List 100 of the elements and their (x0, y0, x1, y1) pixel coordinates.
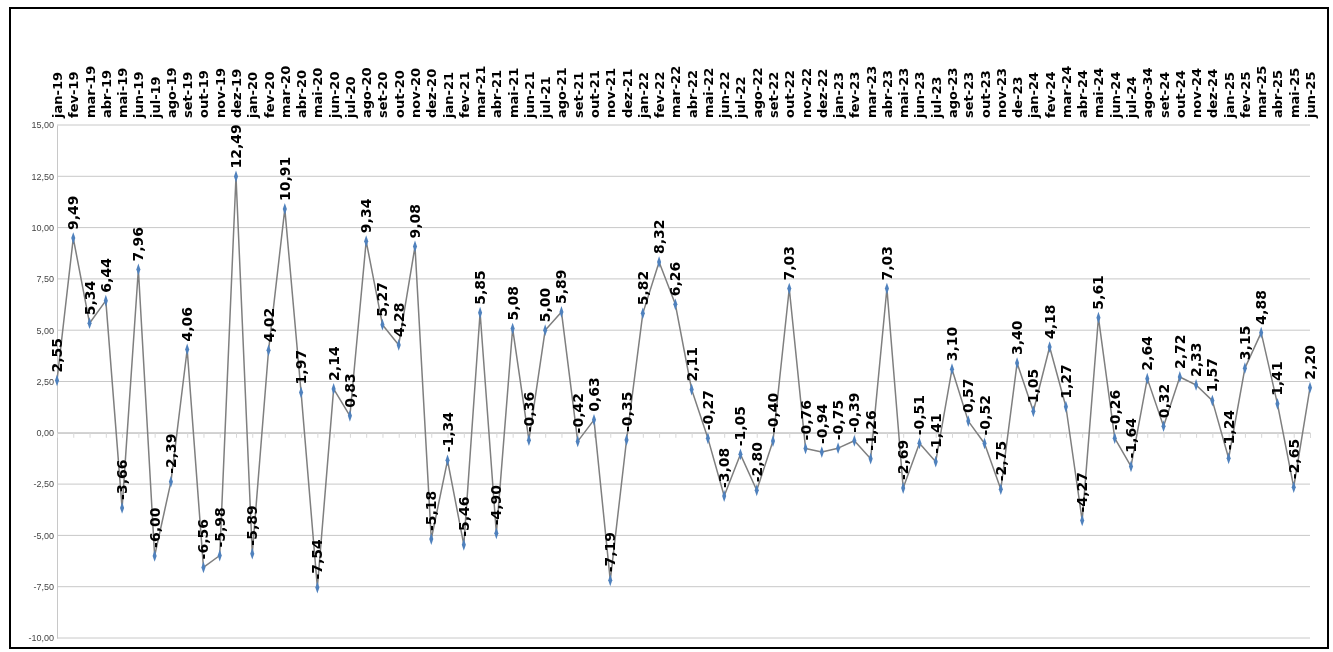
data-label: 5,00 (537, 287, 554, 323)
x-tick-label: jun-20 (326, 71, 342, 119)
data-label: -4,90 (488, 484, 505, 526)
x-tick-label: set-21 (570, 71, 586, 118)
x-tick-label: dez-24 (1205, 68, 1221, 118)
x-tick-label: jul-20 (342, 76, 358, 119)
x-tick-label: out-20 (391, 70, 407, 118)
data-label: 5,82 (634, 270, 651, 306)
x-tick-label: abr-25 (1270, 70, 1286, 118)
data-label: -2,80 (748, 441, 765, 483)
x-tick-label: fev-24 (1042, 71, 1058, 118)
data-label: -5,46 (455, 496, 472, 537)
x-tick-label: dez-19 (229, 68, 244, 118)
x-tick-label: mar-22 (668, 65, 684, 118)
x-tick-label: fev-21 (456, 71, 472, 118)
data-label: 5,89 (553, 269, 570, 304)
x-tick-label: mai-22 (700, 67, 716, 118)
x-tick-label: abr-21 (489, 70, 505, 118)
x-tick-label: mar-25 (1254, 65, 1270, 118)
x-tick-label: jan-23 (831, 72, 847, 119)
x-tick-label: jul-23 (928, 76, 944, 119)
x-tick-label: ago-20 (359, 67, 375, 118)
data-label: -1,26 (862, 410, 879, 451)
y-tick-label: 5,00 (36, 325, 54, 336)
x-tick-label: fev-22 (652, 71, 668, 118)
x-tick-label: mar-19 (82, 65, 98, 118)
data-label: -5,98 (211, 507, 228, 548)
x-tick-label: jun-22 (717, 71, 733, 119)
data-label: 3,10 (944, 326, 960, 362)
x-tick-label: fev-19 (66, 71, 82, 118)
data-label: 2,72 (1171, 334, 1188, 369)
data-label: -1,34 (439, 411, 456, 453)
x-tick-label: mar-21 (473, 65, 489, 118)
x-tick-label: mai-20 (310, 67, 326, 118)
x-tick-label: abr-20 (294, 70, 310, 118)
data-label: -1,24 (1220, 409, 1237, 451)
data-label: -0,39 (846, 392, 863, 433)
data-label: -6,00 (146, 507, 163, 548)
x-tick-label: set-24 (1156, 71, 1172, 118)
x-tick-label: mar-20 (277, 65, 293, 118)
data-label: -0,42 (569, 393, 586, 434)
x-tick-label: jun-19 (131, 71, 147, 119)
x-tick-label: nov-22 (798, 67, 814, 118)
data-label: -0,94 (813, 403, 830, 445)
data-label: 1,05 (1025, 368, 1042, 404)
x-tick-label: set-20 (375, 71, 391, 118)
data-label: -6,56 (195, 519, 212, 560)
data-label: -0,27 (699, 389, 716, 431)
x-tick-label: nov-21 (603, 67, 619, 118)
data-label: 0,32 (1155, 383, 1172, 419)
x-tick-label: jan-19 (50, 72, 65, 119)
x-tick-label: mar-24 (1058, 65, 1074, 118)
data-label: -4,27 (1074, 472, 1091, 513)
data-label: 2,64 (1139, 335, 1156, 371)
data-label: 2,14 (325, 346, 342, 381)
y-tick-label: 7,50 (36, 274, 54, 285)
x-tick-label: abr-22 (684, 70, 700, 118)
y-tick-label: -7,50 (33, 582, 54, 593)
x-tick-label: ago-23 (945, 67, 960, 118)
data-label: 3,40 (1009, 320, 1026, 356)
x-tick-label: dez-22 (814, 68, 830, 118)
data-label: 5,61 (1090, 275, 1107, 310)
x-tick-label: jun-25 (1303, 71, 1318, 119)
data-label: 1,57 (1204, 358, 1221, 393)
data-label: 4,88 (1253, 290, 1270, 325)
x-tick-label: out-21 (587, 70, 602, 118)
x-tick-label: nov-23 (993, 67, 1009, 118)
data-label: 9,49 (65, 195, 82, 231)
x-tick-label: set-19 (180, 71, 196, 118)
data-label: 2,11 (683, 346, 700, 382)
x-tick-label: nov-24 (1189, 67, 1205, 118)
data-label: 0,57 (960, 378, 977, 414)
data-label: -1,64 (1123, 417, 1139, 459)
y-tick-label: 2,50 (36, 376, 54, 387)
x-tick-label: jan-22 (635, 72, 651, 119)
data-label: 5,27 (374, 282, 391, 317)
x-tick-label: jul-21 (538, 76, 554, 119)
y-tick-label: -2,50 (33, 479, 54, 490)
x-tick-label: jun-23 (912, 71, 928, 119)
x-tick-label: mai-25 (1286, 67, 1302, 118)
y-tick-label: 15,00 (31, 120, 54, 131)
data-label: -0,40 (765, 392, 781, 434)
x-tick-label: out-24 (1172, 70, 1188, 118)
data-label: 6,26 (667, 261, 684, 297)
y-tick-label: -5,00 (33, 530, 54, 541)
x-tick-label: mar-23 (863, 65, 879, 118)
data-label: -1,05 (732, 405, 749, 447)
data-label: 7,03 (878, 246, 895, 281)
x-tick-label: abr-23 (879, 70, 895, 118)
data-label: 1,97 (293, 349, 310, 385)
x-tick-label: mai-23 (896, 67, 912, 118)
data-label: 9,08 (407, 203, 423, 239)
x-tick-label: abr-24 (1075, 70, 1091, 118)
data-label: -7,19 (602, 531, 619, 573)
data-label: -1,41 (927, 413, 944, 454)
data-label: 1,41 (1269, 361, 1286, 396)
data-label: -3,66 (114, 459, 131, 500)
x-tick-label: de-23 (1010, 76, 1026, 118)
x-tick-label: set-23 (961, 71, 977, 118)
data-label: 12,49 (228, 124, 244, 169)
